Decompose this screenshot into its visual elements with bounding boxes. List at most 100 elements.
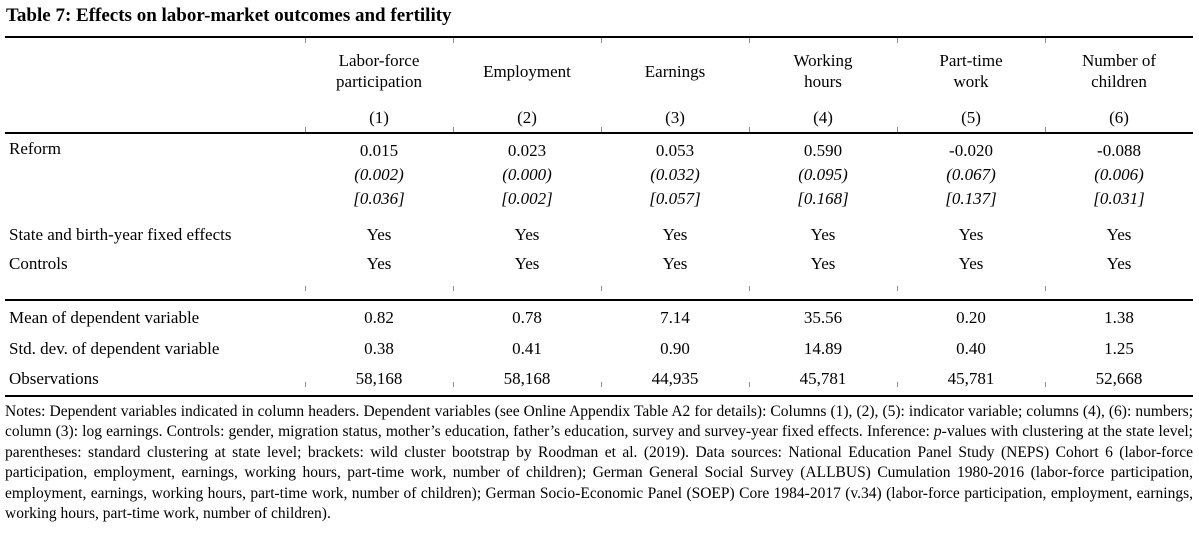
- column-header-number-of-children: Number of children: [1045, 36, 1193, 104]
- column-header-label: Part-time: [939, 51, 1003, 70]
- fixed-effects-value: Yes: [1106, 225, 1132, 244]
- column-header-label: Number of: [1081, 51, 1157, 70]
- fixed-effects-value: Yes: [366, 225, 392, 244]
- results-table: Labor-force participation Employment Ear…: [5, 36, 1193, 397]
- column-header-label: children: [1091, 72, 1147, 91]
- mean-value: 1.38: [1104, 308, 1134, 327]
- coefficient: -0.088: [1097, 141, 1141, 160]
- mean-value: 0.20: [956, 308, 986, 327]
- std-dev-value: 0.41: [512, 339, 542, 358]
- controls-value: Yes: [453, 249, 601, 301]
- reform-row: Reform 0.015 (0.002) [0.036] 0.023 (0.00…: [5, 133, 1193, 221]
- std-dev-value: 0.38: [364, 339, 394, 358]
- observations-value: 58,168: [305, 363, 453, 397]
- standard-error: (0.032): [650, 165, 700, 184]
- column-header-label: hours: [804, 72, 842, 91]
- column-header-part-time-work: Part-time work: [897, 36, 1045, 104]
- controls-row-label: Controls: [5, 249, 305, 301]
- column-number: (6): [1045, 104, 1193, 134]
- controls-value: Yes: [601, 249, 749, 301]
- mean-row: Mean of dependent variable 0.82 0.78 7.1…: [5, 300, 1193, 335]
- standard-error: (0.002): [354, 165, 404, 184]
- column-header-labor-force-participation: Labor-force participation: [305, 36, 453, 104]
- reform-estimate-cell: 0.590 (0.095) [0.168]: [749, 133, 897, 221]
- reform-row-label: Reform: [9, 139, 61, 158]
- header-empty-cell: [5, 36, 305, 104]
- column-header-label: participation: [336, 72, 422, 91]
- observations-value: 45,781: [749, 363, 897, 397]
- column-number: (1): [305, 104, 453, 134]
- column-header-earnings: Earnings: [601, 36, 749, 104]
- std-dev-value: 1.25: [1104, 339, 1134, 358]
- std-dev-row-label: Std. dev. of dependent variable: [9, 339, 220, 358]
- mean-value: 0.78: [512, 308, 542, 327]
- fixed-effects-value: Yes: [958, 225, 984, 244]
- column-number-row: (1) (2) (3) (4) (5) (6): [5, 104, 1193, 134]
- coefficient: 0.015: [359, 141, 399, 160]
- column-header-working-hours: Working hours: [749, 36, 897, 104]
- fixed-effects-value: Yes: [810, 225, 836, 244]
- reform-estimate-cell: 0.053 (0.032) [0.057]: [601, 133, 749, 221]
- controls-value: Yes: [1045, 249, 1193, 301]
- wild-bootstrap-pvalue: [0.036]: [353, 189, 405, 208]
- std-dev-value: 0.90: [660, 339, 690, 358]
- column-number: (3): [601, 104, 749, 134]
- column-header-label: Employment: [483, 61, 571, 81]
- wild-bootstrap-pvalue: [0.057]: [649, 189, 701, 208]
- fixed-effects-row-label: State and birth-year fixed effects: [9, 225, 232, 244]
- std-dev-row: Std. dev. of dependent variable 0.38 0.4…: [5, 335, 1193, 363]
- observations-row-label: Observations: [5, 363, 305, 397]
- regression-table: Labor-force participation Employment Ear…: [5, 36, 1193, 397]
- column-header-row: Labor-force participation Employment Ear…: [5, 36, 1193, 104]
- controls-value: Yes: [305, 249, 453, 301]
- observations-value: 58,168: [453, 363, 601, 397]
- wild-bootstrap-pvalue: [0.168]: [797, 189, 849, 208]
- observations-value: 44,935: [601, 363, 749, 397]
- column-number: (2): [453, 104, 601, 134]
- column-header-label: Earnings: [644, 61, 706, 81]
- coefficient: 0.023: [507, 141, 547, 160]
- column-number-empty-cell: [5, 104, 305, 134]
- coefficient: -0.020: [949, 141, 993, 160]
- controls-value: Yes: [749, 249, 897, 301]
- column-header-employment: Employment: [453, 36, 601, 104]
- mean-value: 0.82: [364, 308, 394, 327]
- table-notes: Notes: Dependent variables indicated in …: [5, 402, 1193, 524]
- column-header-label: Working: [793, 51, 853, 70]
- observations-value: 45,781: [897, 363, 1045, 397]
- coefficient: 0.053: [655, 141, 695, 160]
- reform-estimate-cell: -0.088 (0.006) [0.031]: [1045, 133, 1193, 221]
- notes-text: Notes: Dependent variables indicated in …: [5, 403, 1193, 441]
- coefficient: 0.590: [803, 141, 843, 160]
- wild-bootstrap-pvalue: [0.002]: [501, 189, 553, 208]
- mean-row-label: Mean of dependent variable: [9, 308, 200, 327]
- reform-estimate-cell: -0.020 (0.067) [0.137]: [897, 133, 1045, 221]
- reform-estimate-cell: 0.015 (0.002) [0.036]: [305, 133, 453, 221]
- standard-error: (0.006): [1094, 165, 1144, 184]
- fixed-effects-value: Yes: [662, 225, 688, 244]
- notes-text: -values with clustering at the state lev…: [5, 423, 1193, 523]
- fixed-effects-row: State and birth-year fixed effects Yes Y…: [5, 221, 1193, 249]
- observations-row: Observations 58,168 58,168 44,935 45,781…: [5, 363, 1193, 397]
- standard-error: (0.000): [502, 165, 552, 184]
- wild-bootstrap-pvalue: [0.137]: [945, 189, 997, 208]
- column-number: (5): [897, 104, 1045, 134]
- mean-value: 35.56: [803, 308, 843, 327]
- reform-estimate-cell: 0.023 (0.000) [0.002]: [453, 133, 601, 221]
- column-number: (4): [749, 104, 897, 134]
- controls-value: Yes: [897, 249, 1045, 301]
- standard-error: (0.095): [798, 165, 848, 184]
- notes-p-italic: p: [933, 423, 942, 441]
- std-dev-value: 0.40: [956, 339, 986, 358]
- table-title: Table 7: Effects on labor-market outcome…: [6, 5, 452, 26]
- column-header-label: work: [953, 72, 989, 91]
- observations-value: 52,668: [1045, 363, 1193, 397]
- wild-bootstrap-pvalue: [0.031]: [1093, 189, 1145, 208]
- column-header-label: Labor-force: [338, 51, 420, 70]
- fixed-effects-value: Yes: [514, 225, 540, 244]
- mean-value: 7.14: [660, 308, 690, 327]
- controls-row: Controls Yes Yes Yes Yes Yes Yes: [5, 249, 1193, 301]
- std-dev-value: 14.89: [803, 339, 843, 358]
- standard-error: (0.067): [946, 165, 996, 184]
